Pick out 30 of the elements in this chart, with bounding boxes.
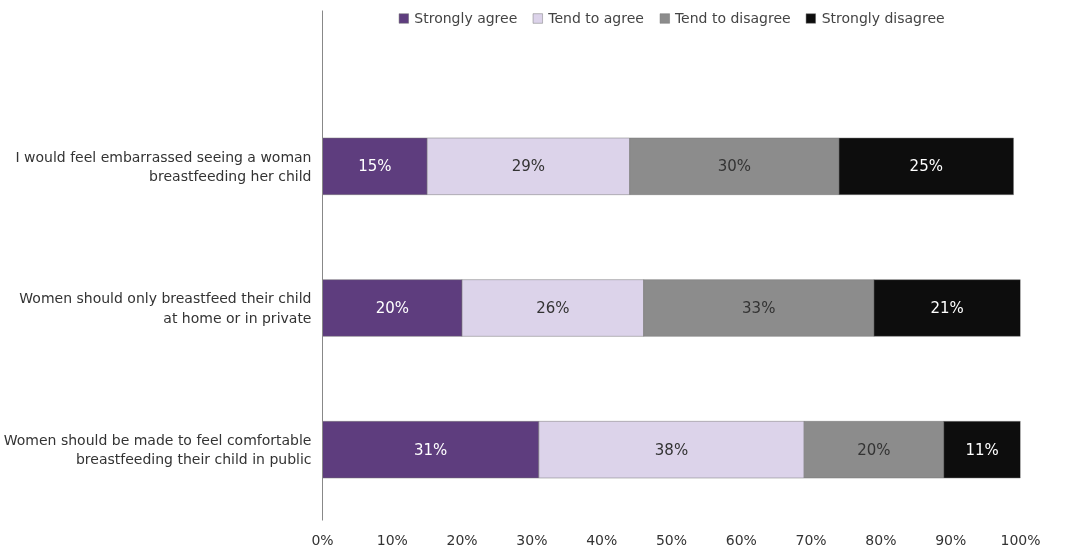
data-label: 20% <box>375 299 409 317</box>
x-tick-label: 30% <box>516 531 548 548</box>
data-label: 21% <box>930 299 964 317</box>
data-label: 30% <box>717 157 751 176</box>
data-label: 25% <box>909 157 943 176</box>
data-label: 26% <box>536 299 570 317</box>
data-label: 33% <box>742 299 776 317</box>
data-label: 20% <box>857 440 891 459</box>
legend-label: Tend to disagree <box>674 10 791 26</box>
data-label: 29% <box>511 157 546 176</box>
x-tick-label: 50% <box>655 531 688 548</box>
legend-label: Strongly disagree <box>821 10 945 26</box>
x-tick-label: 40% <box>586 531 618 548</box>
x-tick-label: 10% <box>376 531 408 548</box>
y-tick-label: I would feel embarrassed seeing a woman breastfeeding her child <box>15 148 312 184</box>
x-tick-label: 90% <box>935 531 967 548</box>
y-tick-label: Women should only breastfeed their child at home or in private <box>19 290 312 326</box>
x-tick-label: 20% <box>446 531 478 548</box>
x-tick-label: 0% <box>311 531 334 548</box>
legend-label: Strongly agree <box>414 10 518 26</box>
data-label: 38% <box>654 440 689 459</box>
x-tick-label: 60% <box>725 531 757 548</box>
data-label: 15% <box>358 157 392 176</box>
x-tick-label: 70% <box>795 531 827 548</box>
x-tick-label: 80% <box>865 531 897 548</box>
data-label: 11% <box>965 440 999 459</box>
data-label: 31% <box>414 440 448 459</box>
y-tick-label: Women should be made to feel comfortable breastfeeding their child in public <box>3 432 312 468</box>
legend-label: Tend to agree <box>548 10 644 26</box>
x-tick-label: 100% <box>1000 531 1041 548</box>
